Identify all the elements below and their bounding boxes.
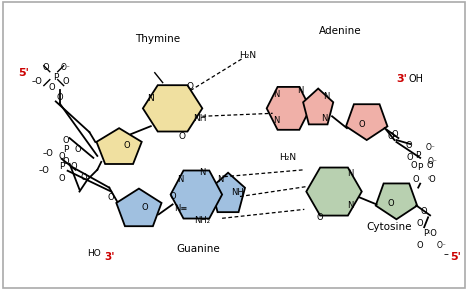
Text: P: P bbox=[53, 73, 58, 82]
Text: Guanine: Guanine bbox=[176, 244, 220, 254]
Text: N: N bbox=[147, 94, 154, 103]
Polygon shape bbox=[303, 88, 333, 124]
Text: O: O bbox=[169, 192, 176, 201]
Text: OH: OH bbox=[408, 74, 424, 84]
Text: O: O bbox=[179, 132, 186, 141]
Text: 5': 5' bbox=[19, 68, 29, 78]
Text: ⁽O: ⁽O bbox=[428, 175, 437, 184]
Text: P: P bbox=[417, 163, 423, 172]
Text: N: N bbox=[323, 92, 329, 101]
Text: –O: –O bbox=[32, 77, 43, 86]
Text: O: O bbox=[80, 173, 87, 182]
Text: O: O bbox=[43, 63, 49, 72]
Text: O: O bbox=[49, 83, 55, 92]
Text: O: O bbox=[74, 146, 81, 155]
Text: O: O bbox=[421, 207, 427, 216]
Text: O: O bbox=[187, 82, 194, 91]
Text: O: O bbox=[417, 219, 424, 228]
Text: N: N bbox=[273, 116, 280, 125]
Text: Adenine: Adenine bbox=[319, 26, 362, 36]
Text: 3': 3' bbox=[396, 74, 407, 84]
Text: P: P bbox=[63, 146, 68, 155]
Text: O⁻: O⁻ bbox=[437, 240, 447, 249]
Text: O: O bbox=[411, 161, 417, 170]
Text: N: N bbox=[347, 169, 353, 178]
Text: Thymine: Thymine bbox=[135, 34, 180, 44]
Text: O: O bbox=[56, 93, 63, 102]
Text: O⁻: O⁻ bbox=[425, 144, 435, 153]
Text: O: O bbox=[58, 152, 65, 162]
Text: O: O bbox=[62, 157, 69, 166]
Text: P: P bbox=[59, 162, 65, 171]
Text: P: P bbox=[416, 151, 421, 160]
Text: O: O bbox=[391, 130, 398, 139]
Text: O: O bbox=[358, 120, 365, 129]
Text: O: O bbox=[70, 162, 77, 171]
Text: O: O bbox=[58, 174, 65, 183]
Polygon shape bbox=[376, 184, 417, 219]
Text: O: O bbox=[62, 77, 69, 86]
Text: NH₂: NH₂ bbox=[194, 216, 210, 225]
Text: O: O bbox=[317, 213, 323, 222]
Text: O: O bbox=[405, 142, 412, 151]
Text: O: O bbox=[108, 193, 115, 202]
Text: O: O bbox=[387, 199, 394, 208]
Text: H₂N: H₂N bbox=[239, 51, 256, 60]
Text: O: O bbox=[141, 203, 148, 212]
Text: N: N bbox=[297, 86, 304, 95]
Text: 5': 5' bbox=[450, 252, 461, 262]
Text: O: O bbox=[387, 132, 394, 141]
Text: O⁻: O⁻ bbox=[61, 63, 71, 72]
Text: –: – bbox=[444, 249, 448, 259]
Polygon shape bbox=[306, 168, 362, 215]
Text: N: N bbox=[321, 114, 327, 123]
Text: H₂N: H₂N bbox=[279, 153, 296, 162]
Text: –O: –O bbox=[43, 149, 54, 158]
Text: N: N bbox=[177, 175, 184, 184]
Polygon shape bbox=[117, 188, 161, 226]
Text: P⁽O: P⁽O bbox=[423, 229, 437, 238]
Text: Cytosine: Cytosine bbox=[367, 222, 412, 232]
Text: N: N bbox=[347, 201, 353, 210]
Text: NH: NH bbox=[232, 188, 244, 197]
Text: O: O bbox=[417, 240, 424, 249]
Polygon shape bbox=[96, 128, 142, 164]
Text: –O: –O bbox=[39, 166, 50, 175]
Text: O: O bbox=[124, 142, 131, 151]
Text: N: N bbox=[217, 175, 223, 184]
Text: O⁻: O⁻ bbox=[427, 157, 437, 166]
Polygon shape bbox=[143, 85, 202, 131]
Text: O: O bbox=[427, 161, 433, 170]
Polygon shape bbox=[346, 104, 388, 140]
Text: 3': 3' bbox=[104, 252, 115, 262]
Text: NH: NH bbox=[194, 114, 207, 123]
Polygon shape bbox=[267, 87, 310, 130]
Text: O: O bbox=[413, 175, 419, 184]
Text: O: O bbox=[407, 153, 414, 162]
Polygon shape bbox=[211, 173, 245, 212]
Text: N: N bbox=[199, 168, 205, 177]
Polygon shape bbox=[171, 171, 222, 219]
Text: HO: HO bbox=[88, 249, 101, 258]
Text: N: N bbox=[273, 90, 280, 99]
Text: N≡: N≡ bbox=[174, 204, 187, 213]
Text: O: O bbox=[62, 135, 69, 144]
